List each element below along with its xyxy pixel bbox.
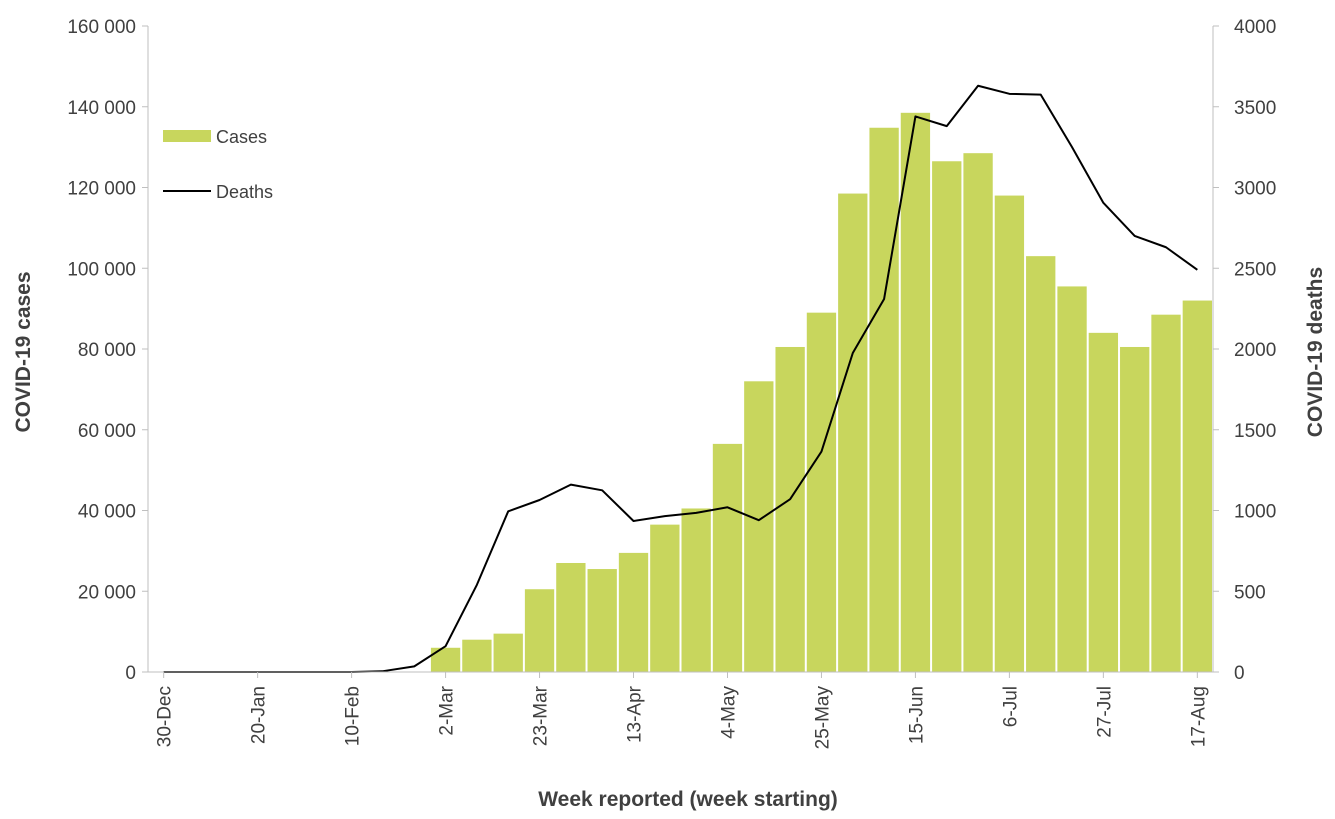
legend-label-deaths: Deaths — [216, 182, 273, 202]
y-tick-label: 40 000 — [78, 502, 136, 523]
x-tick-label: 17-Aug — [1188, 686, 1209, 747]
bar-cases-10-Aug — [1151, 314, 1181, 672]
y-tick-label: 160 000 — [67, 17, 136, 38]
bar-cases-20-Jul — [1057, 286, 1087, 672]
bar-cases-25-May — [806, 312, 837, 672]
y2-tick-label: 500 — [1234, 582, 1266, 603]
bar-cases-27-Apr — [681, 508, 711, 672]
y2-tick-label: 4000 — [1234, 17, 1276, 38]
bar-cases-9-Mar — [462, 639, 492, 672]
ticks: 0 20 000 40 000 60 000 80 000 100 000 120 000 1… — [67, 17, 1276, 749]
y2-tick-label: 1500 — [1234, 421, 1276, 442]
y2-tick-label: 2500 — [1234, 259, 1276, 280]
bar-cases-11-May — [744, 381, 774, 672]
legend: Cases Deaths — [163, 127, 273, 202]
x-tick-label: 23-Mar — [531, 685, 552, 746]
y-tick-label: 140 000 — [67, 98, 136, 119]
x-tick-label: 6-Jul — [1000, 686, 1021, 727]
bar-cases-13-Jul — [1026, 256, 1056, 672]
bar-cases-23-Mar — [524, 589, 555, 672]
x-tick-label: 20-Jan — [249, 686, 270, 744]
bar-cases-17-Aug — [1182, 300, 1212, 672]
y-tick-label: 120 000 — [67, 179, 136, 200]
y2-axis-title: COVID-19 deaths — [1304, 267, 1327, 437]
y-tick-label: 80 000 — [78, 340, 136, 361]
bar-cases-6-Apr — [587, 569, 617, 672]
bar-cases-15-Jun — [900, 112, 931, 672]
legend-label-cases: Cases — [216, 127, 267, 147]
x-tick-label: 15-Jun — [906, 686, 927, 744]
y2-tick-label: 1000 — [1234, 502, 1276, 523]
y-tick-label: 0 — [125, 663, 136, 684]
bar-cases-13-Apr — [618, 552, 649, 672]
bar-cases-29-Jun — [963, 153, 993, 672]
bar-cases-27-Jul — [1088, 332, 1119, 672]
y2-tick-label: 0 — [1234, 663, 1245, 684]
legend-swatch-cases — [163, 130, 211, 142]
bar-cases-22-Jun — [932, 161, 962, 672]
bar-cases-2-Mar — [430, 647, 461, 672]
bar-cases-3-Aug — [1120, 346, 1150, 672]
x-axis-title: Week reported (week starting) — [538, 788, 838, 811]
x-tick-label: 27-Jul — [1094, 686, 1115, 738]
x-tick-label: 4-May — [718, 686, 739, 739]
bar-cases-20-Apr — [650, 524, 680, 672]
y-tick-label: 60 000 — [78, 421, 136, 442]
bar-cases-6-Jul — [994, 195, 1025, 672]
x-tick-label: 10-Feb — [343, 686, 364, 746]
x-tick-label: 13-Apr — [625, 685, 646, 743]
y2-tick-label: 2000 — [1234, 340, 1276, 361]
bar-cases-16-Mar — [493, 633, 523, 672]
y2-tick-label: 3500 — [1234, 98, 1276, 119]
x-tick-label: 30-Dec — [155, 686, 176, 747]
bar-cases-1-Jun — [838, 193, 868, 672]
x-tick-label: 2-Mar — [437, 685, 458, 735]
bar-cases-18-May — [775, 346, 805, 672]
bar-cases-4-May — [712, 443, 743, 672]
y-tick-label: 20 000 — [78, 582, 136, 603]
y2-tick-label: 3000 — [1234, 179, 1276, 200]
cases-bars — [430, 112, 1212, 672]
y-tick-label: 100 000 — [67, 259, 136, 280]
bar-cases-8-Jun — [869, 127, 899, 672]
bar-cases-30-Mar — [556, 562, 586, 672]
x-tick-label: 25-May — [812, 686, 833, 750]
y-axis-title: COVID-19 cases — [12, 271, 35, 432]
